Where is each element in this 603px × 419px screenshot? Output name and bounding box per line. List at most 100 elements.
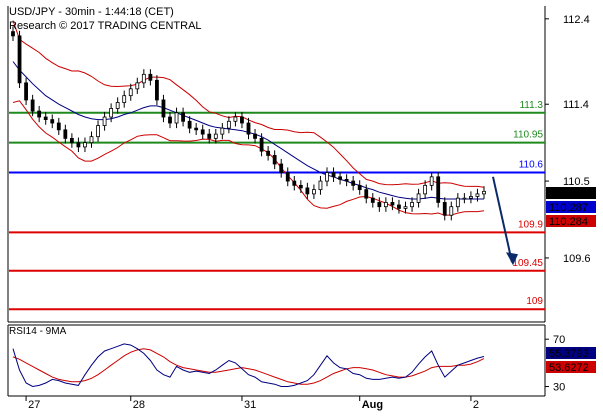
level-label-109.9: 109.9	[518, 219, 543, 230]
candle-body	[194, 127, 199, 131]
rsi-axis-ticks: 70 30	[545, 334, 565, 394]
price-tag	[546, 215, 596, 227]
price-tag	[546, 201, 596, 213]
level-label-109.45: 109.45	[512, 258, 543, 269]
candle-body	[423, 184, 428, 195]
levels-group: 111.3 110.95 110.6 109.9 109.45 109	[9, 100, 545, 311]
candle-body	[11, 31, 15, 37]
candle-body	[370, 197, 375, 203]
rsi-tick-label: 30	[553, 382, 565, 394]
candle-body	[259, 137, 264, 152]
time-tick-label: 28	[133, 399, 145, 411]
candle-body	[325, 172, 329, 182]
forecast-arrow	[492, 176, 518, 266]
time-tick-label: 31	[244, 399, 256, 411]
price-axis-ticks: 112.4 111.4 110.5 109.6	[545, 14, 591, 265]
candle-body	[377, 202, 382, 208]
price-tick-label: 111.4	[563, 99, 589, 111]
time-axis-ticks: 27 28 31 Aug 2	[25, 396, 479, 411]
candle-body	[43, 116, 48, 120]
price-tick-label: 109.6	[563, 253, 591, 265]
candle-body	[410, 202, 414, 208]
forecast-arrow-head	[506, 252, 518, 266]
candle-body	[109, 108, 114, 118]
candle-body	[17, 35, 22, 84]
candle-body	[141, 73, 146, 84]
candle-body	[344, 178, 349, 182]
rsi-line	[12, 343, 485, 388]
candle-body	[30, 99, 35, 112]
candle-body	[83, 142, 87, 148]
candle-body	[292, 180, 297, 186]
candle-body	[442, 202, 447, 216]
time-tick-label: Aug	[362, 399, 383, 411]
candle-body	[200, 129, 205, 135]
candle-body	[50, 119, 55, 124]
price-panel: 111.3 110.95 110.6 109.9 109.45 109 112.4 111.…	[7, 6, 596, 323]
candle-body	[128, 88, 133, 97]
candle-body	[455, 197, 460, 208]
candle-body	[351, 180, 356, 186]
candle-body	[24, 82, 28, 101]
candle-body	[364, 189, 369, 199]
candle-body	[148, 73, 153, 81]
candle-body	[403, 206, 408, 209]
candle-body	[383, 202, 388, 208]
candle-body	[312, 189, 316, 195]
candle-body	[429, 176, 434, 186]
candle-body	[187, 120, 192, 129]
candle-body	[305, 187, 310, 195]
time-tick-label: 27	[28, 399, 40, 411]
candle-body	[174, 112, 179, 124]
candlesticks	[11, 26, 486, 221]
candle-body	[207, 133, 212, 139]
candle-body	[122, 95, 127, 103]
price-tick-label: 110.5	[563, 176, 590, 188]
candle-body	[397, 204, 401, 209]
price-tag-value: 110.284	[549, 216, 588, 228]
candle-body	[63, 129, 68, 139]
candle-body	[168, 116, 172, 124]
candle-body	[436, 176, 441, 203]
forecast-arrow-shaft	[492, 176, 513, 263]
level-label-110.6: 110.6	[519, 160, 544, 171]
candle-body	[89, 136, 94, 144]
candle-body	[135, 82, 140, 90]
candle-body	[318, 180, 323, 191]
level-label-109: 109	[526, 296, 543, 307]
rsi-tag-value: 53.6272	[549, 362, 589, 374]
chart-subtitle: Research © 2017 TRADING CENTRAL	[9, 20, 202, 32]
candle-body	[56, 122, 61, 131]
candle-body	[475, 193, 480, 197]
rsi-lines	[12, 343, 485, 388]
candle-body	[37, 110, 42, 118]
candle-body	[462, 197, 467, 200]
rsi-tag-value: 55.3793	[549, 348, 589, 360]
candle-body	[469, 196, 473, 199]
price-labels: 110.381 110.287 110.284	[546, 187, 596, 228]
candle-body	[213, 133, 218, 139]
candle-body	[246, 122, 251, 135]
candle-body	[298, 184, 303, 189]
rsi-panel-title: RSI14 - 9MA	[9, 326, 67, 337]
candle-body	[155, 79, 159, 101]
chart-title: USD/JPY - 30min - 1:44:18 (CET)	[9, 6, 174, 18]
candle-body	[416, 193, 421, 203]
candle-body	[115, 102, 120, 109]
price-tag-value: 110.381	[549, 188, 588, 200]
rsi-tag	[546, 347, 596, 359]
candle-body	[338, 176, 342, 180]
candle-body	[272, 155, 277, 165]
rsi-tag	[546, 361, 596, 373]
level-label-111.3: 111.3	[519, 100, 543, 111]
candle-body	[181, 112, 185, 122]
price-tag	[546, 187, 596, 199]
price-tick-label: 112.4	[563, 14, 590, 26]
candle-body	[253, 133, 257, 139]
level-label-110.95: 110.95	[513, 130, 543, 141]
candle-body	[357, 184, 362, 191]
candle-body	[482, 190, 486, 195]
candle-body	[285, 172, 290, 182]
candle-body	[240, 116, 244, 124]
